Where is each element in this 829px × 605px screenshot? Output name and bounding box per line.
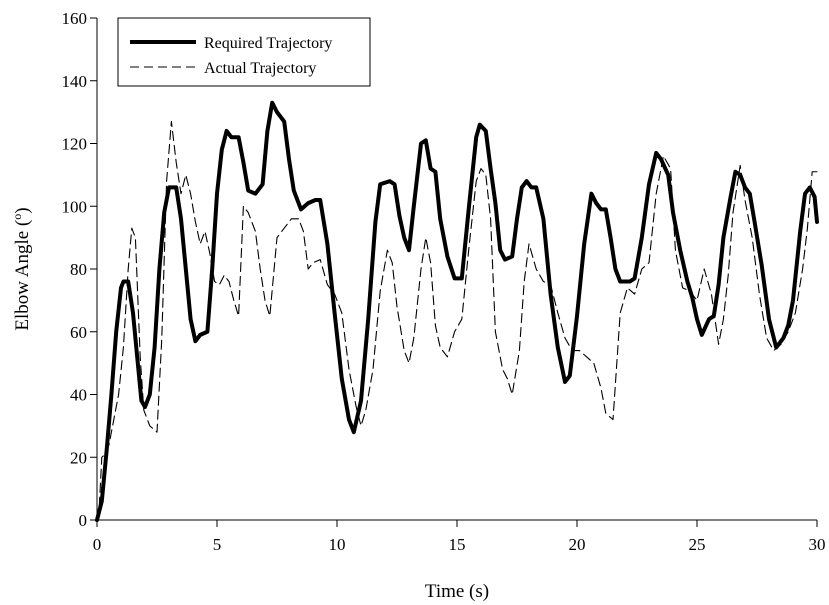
x-tick-label: 10: [329, 535, 346, 554]
x-axis-title: Time (s): [425, 581, 489, 602]
legend: Required Trajectory Actual Trajectory: [117, 17, 371, 87]
series-actual-trajectory: [96, 120, 818, 521]
y-tick-label: 120: [62, 135, 88, 154]
x-tick-label: 30: [809, 535, 826, 554]
y-tick-label: 80: [70, 260, 87, 279]
y-tick-label: 0: [79, 511, 88, 530]
ticks: 0 20 40 60 80 100 120 140 160 0 5 10 15 20 25 30: [62, 9, 826, 554]
y-axis-title-degree: o: [10, 214, 24, 220]
x-tick-label: 5: [213, 535, 222, 554]
y-tick-label: 20: [70, 448, 87, 467]
x-tick-label: 15: [449, 535, 466, 554]
y-tick-label: 40: [70, 386, 87, 405]
axes: [96, 18, 817, 521]
y-tick-label: 140: [62, 72, 88, 91]
series-required-trajectory: [95, 100, 819, 522]
x-tick-label: 20: [569, 535, 586, 554]
legend-label-required: Required Trajectory: [204, 35, 332, 52]
y-axis-title-end: ): [12, 207, 33, 213]
series-layer: [95, 100, 819, 522]
legend-label-actual: Actual Trajectory: [204, 60, 316, 77]
y-axis-title: Elbow Angle (o): [10, 207, 33, 330]
y-axis-title-main: Elbow Angle (: [12, 220, 33, 331]
y-tick-label: 60: [70, 323, 87, 342]
y-tick-label: 100: [62, 197, 88, 216]
y-tick-label: 160: [62, 9, 88, 28]
x-tick-label: 0: [93, 535, 102, 554]
legend-box: [117, 17, 371, 87]
x-tick-label: 25: [689, 535, 706, 554]
